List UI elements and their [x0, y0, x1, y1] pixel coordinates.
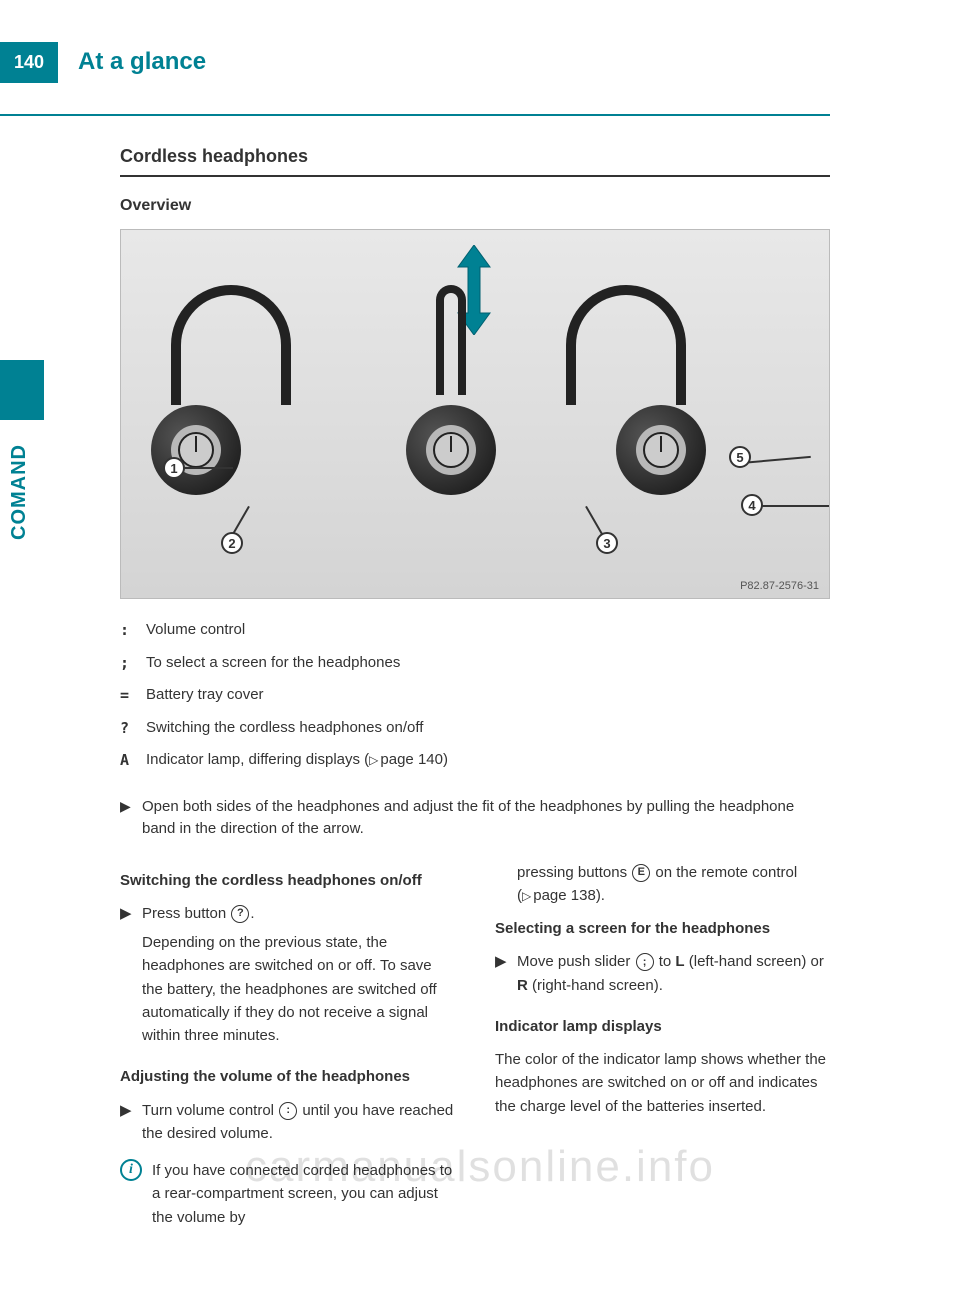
legend-text-pre: Indicator lamp, differing displays ( [146, 751, 369, 768]
header-bar: 140 At a glance [0, 40, 960, 84]
right-column: pressing buttons E on the remote control… [495, 861, 830, 1229]
continuation-text: pressing buttons E on the remote control… [495, 861, 830, 908]
instruction-text: Open both sides of the headphones and ad… [142, 796, 830, 841]
legend-marker: ? [120, 717, 146, 740]
step-marker: ▶ [120, 902, 142, 1048]
legend-item: : Volume control [120, 619, 830, 642]
step-marker: ▶ [120, 796, 142, 817]
legend-marker: A [120, 749, 146, 772]
step-text: (right-hand screen). [528, 977, 663, 994]
section-title: Cordless headphones [120, 146, 830, 167]
legend-text-post: ) [443, 751, 448, 768]
legend-text: Volume control [146, 619, 245, 642]
headphones-diagram: 1 2 3 4 5 P82.87-2576-31 [120, 229, 830, 599]
block-title: Indicator lamp displays [495, 1015, 830, 1038]
page-number: 140 [0, 42, 58, 83]
side-tab-fill [0, 360, 44, 420]
legend-marker: : [120, 619, 146, 642]
step-body: Turn volume control : until you have rea… [142, 1099, 455, 1146]
step-marker: ▶ [120, 1099, 142, 1146]
legend-text: Battery tray cover [146, 684, 264, 707]
side-tab-label: COMAND [8, 444, 31, 540]
overview-label: Overview [120, 197, 830, 215]
legend-text: Indicator lamp, differing displays (page… [146, 749, 448, 772]
top-instruction: ▶ Open both sides of the headphones and … [120, 796, 830, 841]
side-tab: COMAND [0, 360, 44, 420]
cont-text: ). [596, 887, 605, 904]
callout-3: 3 [596, 532, 618, 554]
legend-item: ; To select a screen for the headphones [120, 652, 830, 675]
info-block: i If you have connected corded headphone… [120, 1159, 455, 1229]
content-area: Cordless headphones Overview [0, 146, 960, 1229]
legend-item: = Battery tray cover [120, 684, 830, 707]
callout-5: 5 [729, 446, 751, 468]
step-description: Depending on the previous state, the hea… [142, 931, 455, 1047]
headphone-view-left [551, 285, 701, 525]
page-ref: page 138 [522, 887, 596, 904]
legend-marker: ; [120, 652, 146, 675]
bold-text: R [517, 977, 528, 994]
callout-line [741, 456, 811, 464]
step-item: ▶ Turn volume control : until you have r… [120, 1099, 455, 1146]
header-divider [0, 114, 830, 116]
legend-marker: = [120, 684, 146, 707]
two-column-layout: Switching the cordless headphones on/off… [120, 861, 830, 1229]
info-text: If you have connected corded headphones … [152, 1159, 455, 1229]
step-text: to [655, 953, 676, 970]
callout-1: 1 [163, 457, 185, 479]
step-text: Turn volume control [142, 1102, 278, 1119]
step-marker: ▶ [495, 950, 517, 997]
step-text: Press button [142, 905, 230, 922]
page-title: At a glance [58, 40, 960, 84]
headphone-view-right [156, 285, 306, 525]
legend-text: To select a screen for the headphones [146, 652, 400, 675]
ref-marker: E [632, 864, 650, 882]
block-title: Adjusting the volume of the headphones [120, 1065, 455, 1088]
callout-line [183, 467, 233, 469]
headphone-view-side [401, 285, 501, 525]
legend: : Volume control ; To select a screen fo… [120, 619, 830, 772]
step-text: . [250, 905, 254, 922]
ref-marker: ? [231, 905, 249, 923]
step-item: ▶ Press button ?. Depending on the previ… [120, 902, 455, 1048]
paragraph: The color of the indicator lamp shows wh… [495, 1048, 830, 1118]
step-item: ▶ Move push slider ; to L (left-hand scr… [495, 950, 830, 997]
callout-4: 4 [741, 494, 763, 516]
page-container: 140 At a glance COMAND Cordless headphon… [0, 0, 960, 1302]
ref-marker: ; [636, 953, 654, 971]
step-body: Press button ?. Depending on the previou… [142, 902, 455, 1048]
ref-marker: : [279, 1102, 297, 1120]
cont-text: pressing buttons [517, 864, 631, 881]
section-divider [120, 175, 830, 177]
page-ref: page 140 [369, 751, 443, 768]
step-text: Move push slider [517, 953, 635, 970]
block-title: Switching the cordless headphones on/off [120, 869, 455, 892]
diagram-code: P82.87-2576-31 [740, 580, 819, 592]
info-icon: i [120, 1159, 142, 1181]
bold-text: L [675, 953, 684, 970]
legend-item: ? Switching the cordless headphones on/o… [120, 717, 830, 740]
legend-text: Switching the cordless headphones on/off [146, 717, 423, 740]
legend-item: A Indicator lamp, differing displays (pa… [120, 749, 830, 772]
step-text: (left-hand screen) or [685, 953, 824, 970]
left-column: Switching the cordless headphones on/off… [120, 861, 455, 1229]
block-title: Selecting a screen for the headphones [495, 917, 830, 940]
step-body: Move push slider ; to L (left-hand scree… [517, 950, 830, 997]
callout-2: 2 [221, 532, 243, 554]
